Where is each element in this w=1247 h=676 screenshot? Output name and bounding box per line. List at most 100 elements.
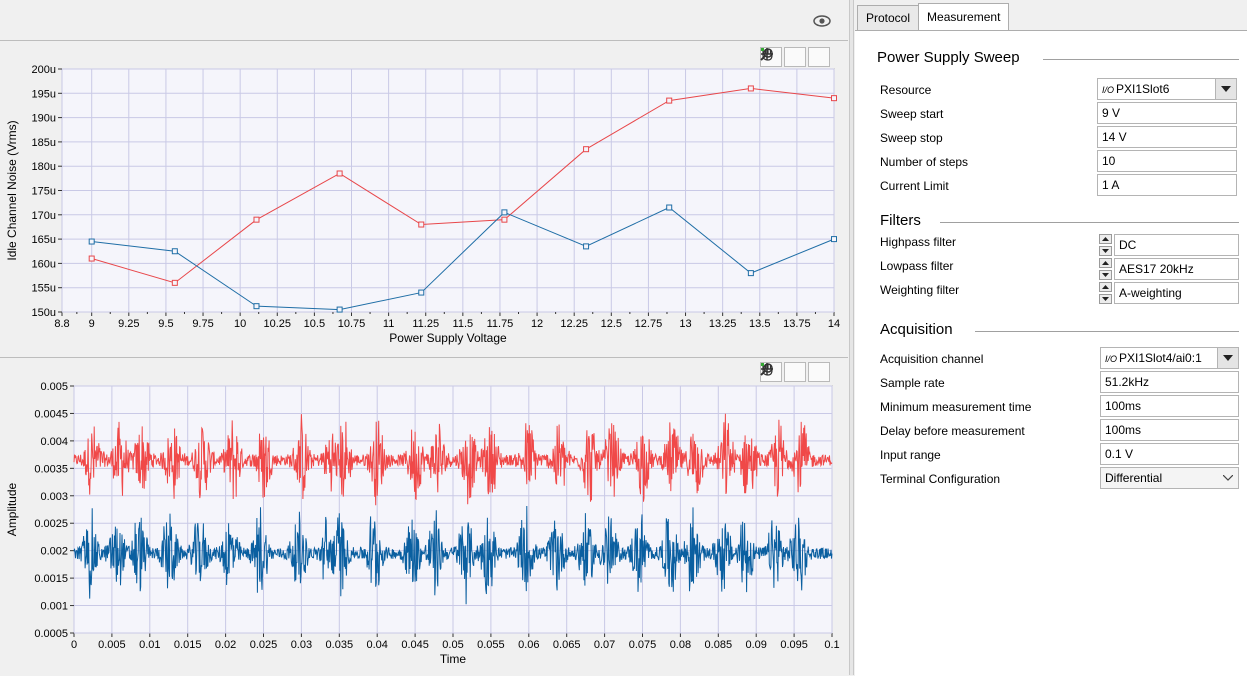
data-point — [418, 221, 425, 228]
y-tick-label: 0.002 — [40, 546, 68, 558]
y-tick-label: 180u — [32, 161, 56, 173]
y-tick-label: 155u — [32, 283, 56, 295]
settings-pane: Protocol Measurement Power Supply Sweep … — [855, 0, 1247, 676]
data-point — [831, 95, 837, 102]
x-tick-label: 12.75 — [635, 318, 663, 330]
data-point — [583, 243, 590, 250]
x-tick-label: 0 — [71, 639, 77, 651]
x-tick-label: 10 — [234, 318, 246, 330]
lowpass-ring-buttons[interactable] — [1099, 258, 1112, 280]
y-axis-label: Amplitude — [5, 483, 19, 537]
terminal-config-select[interactable]: Differential — [1100, 467, 1239, 489]
x-tick-label: 0.025 — [250, 639, 278, 651]
pane-splitter[interactable] — [849, 0, 854, 675]
x-tick-label: 0.1 — [824, 639, 839, 651]
acq-channel-label: Acquisition channel — [880, 352, 984, 366]
pan-tool-icon[interactable] — [762, 47, 830, 67]
x-tick-label: 10.5 — [304, 318, 325, 330]
resource-value: PXI1Slot6 — [1116, 82, 1170, 96]
resource-label: Resource — [880, 83, 932, 97]
x-tick-label: 0.02 — [215, 639, 236, 651]
measurement-tab-body: Power Supply Sweep Resource I/O PXI1Slot6… — [855, 30, 1247, 676]
x-tick-label: 0.03 — [291, 639, 312, 651]
data-point — [88, 238, 95, 245]
steps-field[interactable]: 10 — [1097, 150, 1237, 172]
filters-section-title: Filters — [880, 212, 921, 229]
divider — [975, 331, 1239, 332]
sweep-start-label: Sweep start — [880, 107, 944, 121]
tab-protocol[interactable]: Protocol — [857, 5, 920, 30]
x-tick-label: 0.065 — [553, 639, 581, 651]
amplitude-vs-time-graph: 0 0.005 0.01 0.015 0.02 0.025 0.03 0.035 0.04 0.0… — [0, 357, 848, 676]
resource-select[interactable]: I/O PXI1Slot6 — [1097, 78, 1237, 100]
acq-channel-select[interactable]: I/O PXI1Slot4/ai0:1 — [1100, 347, 1239, 369]
chevron-down-icon[interactable] — [1217, 348, 1238, 368]
y-tick-label: 195u — [32, 88, 56, 100]
sweep-start-field[interactable]: 9 V — [1097, 102, 1237, 124]
weighting-ring-buttons[interactable] — [1099, 282, 1112, 304]
min-time-field[interactable]: 100ms — [1100, 395, 1239, 417]
y-tick-label: 150u — [32, 307, 56, 319]
data-point — [418, 289, 425, 296]
input-range-field[interactable]: 0.1 V — [1100, 443, 1239, 465]
data-point — [501, 209, 508, 216]
steps-label: Number of steps — [880, 155, 969, 169]
decrement-icon[interactable] — [1099, 270, 1112, 280]
highpass-field[interactable]: DC — [1114, 234, 1239, 256]
weighting-field[interactable]: A-weighting — [1114, 282, 1239, 304]
x-tick-label: 0.07 — [594, 639, 615, 651]
graph1-palette — [760, 47, 830, 67]
waveform-series-1 — [73, 413, 833, 506]
lowpass-field[interactable]: AES17 20kHz — [1114, 258, 1239, 280]
data-point — [831, 236, 837, 243]
x-tick-label: 10.25 — [264, 318, 292, 330]
y-tick-label: 0.0035 — [34, 463, 68, 475]
terminal-config-label: Terminal Configuration — [880, 472, 1001, 486]
highpass-ring-buttons[interactable] — [1099, 234, 1112, 256]
chevron-down-icon[interactable] — [1215, 79, 1236, 99]
io-icon: I/O — [1102, 85, 1115, 95]
noise-vs-voltage-graph: 8.8 9 9.25 9.5 9.75 10 10.25 10.5 10.75 11 11.25 11… — [0, 40, 848, 358]
x-tick-label: 9 — [89, 318, 95, 330]
current-limit-field[interactable]: 1 A — [1097, 174, 1237, 196]
sample-rate-field[interactable]: 51.2kHz — [1100, 371, 1239, 393]
x-tick-label: 10.75 — [338, 318, 366, 330]
graph1-plot[interactable]: 8.8 9 9.25 9.5 9.75 10 10.25 10.5 10.75 11 11.25 11… — [0, 41, 848, 358]
min-time-label: Minimum measurement time — [880, 400, 1032, 414]
chevron-down-icon[interactable] — [1218, 468, 1238, 488]
pan-tool-icon[interactable] — [762, 362, 830, 382]
y-tick-label: 190u — [32, 113, 56, 125]
x-tick-label: 0.095 — [780, 639, 808, 651]
x-tick-label: 0.06 — [518, 639, 539, 651]
data-point — [666, 204, 673, 211]
x-tick-label: 0.09 — [745, 639, 766, 651]
tab-strip: Protocol Measurement — [857, 3, 1010, 30]
tab-measurement[interactable]: Measurement — [918, 3, 1010, 30]
x-axis-label: Time — [440, 652, 467, 666]
y-tick-label: 165u — [32, 234, 56, 246]
y-tick-label: 200u — [32, 64, 56, 76]
x-tick-label: 0.005 — [98, 639, 126, 651]
increment-icon[interactable] — [1099, 282, 1112, 292]
weighting-label: Weighting filter — [880, 283, 960, 297]
increment-icon[interactable] — [1099, 234, 1112, 244]
y-tick-label: 0.004 — [40, 436, 68, 448]
decrement-icon[interactable] — [1099, 246, 1112, 256]
x-tick-label: 14 — [828, 318, 840, 330]
graphs-pane: 8.8 9 9.25 9.5 9.75 10 10.25 10.5 10.75 11 11.25 11… — [0, 14, 848, 676]
delay-field[interactable]: 100ms — [1100, 419, 1239, 441]
data-point — [583, 146, 590, 153]
decrement-icon[interactable] — [1099, 294, 1112, 304]
y-tick-label: 0.0005 — [34, 628, 68, 640]
data-point — [336, 170, 343, 177]
x-tick-label: 13.75 — [783, 318, 811, 330]
x-tick-label: 0.04 — [366, 639, 387, 651]
sweep-stop-field[interactable]: 14 V — [1097, 126, 1237, 148]
y-tick-label: 170u — [32, 210, 56, 222]
graph2-plot[interactable]: 0 0.005 0.01 0.015 0.02 0.025 0.03 0.035 0.04 0.0… — [0, 358, 848, 676]
increment-icon[interactable] — [1099, 258, 1112, 268]
sweep-stop-label: Sweep stop — [880, 131, 943, 145]
eye-icon[interactable] — [812, 14, 832, 28]
x-tick-label: 0.05 — [442, 639, 463, 651]
x-tick-label: 13.25 — [709, 318, 737, 330]
